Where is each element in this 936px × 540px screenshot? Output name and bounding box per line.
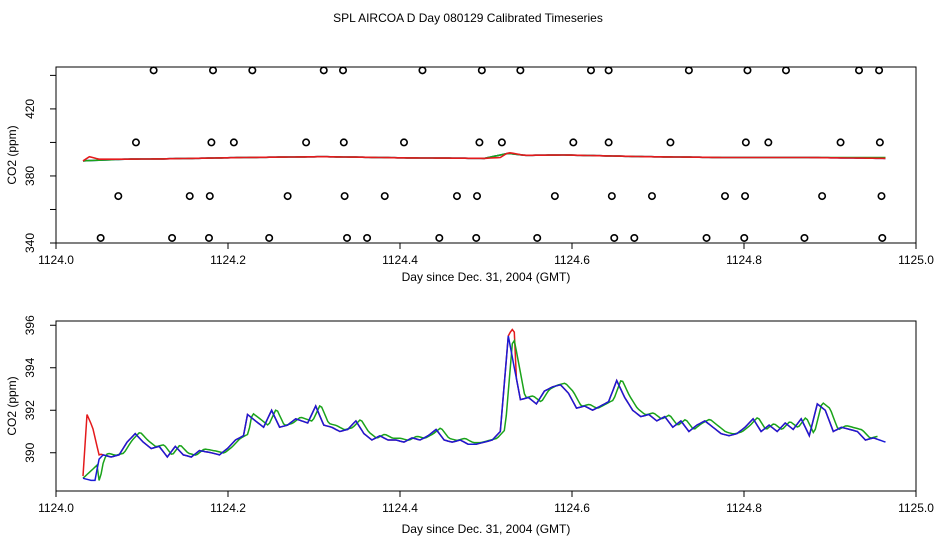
calibration-point: [207, 138, 216, 147]
x-tick-label: 1124.4: [382, 253, 418, 267]
calibration-point: [764, 138, 773, 147]
calibration-point: [168, 233, 177, 242]
bottom-x-axis-label: Day since Dec. 31, 2004 (GMT): [402, 522, 571, 536]
calibration-point: [743, 66, 752, 75]
top-marks: [82, 66, 887, 242]
y-tick-label: 380: [23, 166, 37, 186]
calibration-point: [877, 192, 886, 201]
calibration-point: [477, 66, 486, 75]
calibration-point: [472, 233, 481, 242]
calibration-point: [702, 233, 711, 242]
calibration-point: [855, 66, 864, 75]
y-tick-label: 392: [23, 400, 37, 420]
top-y-axis: 340 380 420: [23, 74, 56, 253]
calibration-point: [604, 138, 613, 147]
x-tick-label: 1125.0: [898, 501, 934, 515]
series-line-red: [82, 151, 886, 162]
y-tick-label: 390: [23, 442, 37, 462]
bottom-y-axis-label: CO2 (ppm): [5, 376, 19, 435]
calibration-point: [452, 192, 461, 201]
calibration-point: [875, 66, 884, 75]
calibration-point: [836, 138, 845, 147]
calibration-point: [319, 66, 328, 75]
calibration-point: [818, 192, 827, 201]
calibration-point: [399, 138, 408, 147]
x-tick-label: 1124.4: [382, 501, 418, 515]
top-x-axis: 1124.0 1124.2 1124.4 1124.6 1124.8 1125.0: [38, 243, 934, 267]
y-tick-label: 340: [23, 233, 37, 253]
calibration-point: [607, 192, 616, 201]
x-tick-label: 1124.8: [726, 501, 762, 515]
calibration-point: [666, 138, 675, 147]
calibration-point: [363, 233, 372, 242]
top-panel: 340 380 420 1124.0 1124.2 1124.4 1124.6 1124.8…: [5, 66, 934, 284]
bottom-marks: [82, 328, 886, 482]
calibration-point: [647, 192, 656, 201]
calibration-point: [302, 138, 311, 147]
calibration-point: [878, 233, 887, 242]
calibration-point: [205, 192, 214, 201]
x-tick-label: 1125.0: [898, 253, 934, 267]
calibration-point: [149, 66, 158, 75]
calibration-point: [265, 233, 274, 242]
y-tick-label: 420: [23, 99, 37, 119]
x-tick-label: 1124.0: [38, 253, 74, 267]
calibration-point: [185, 192, 194, 201]
calibration-point: [586, 66, 595, 75]
bottom-y-axis: 390 392 394 396: [23, 315, 56, 463]
x-tick-label: 1124.6: [554, 501, 590, 515]
x-tick-label: 1124.2: [210, 501, 246, 515]
series-line-red: [82, 328, 878, 477]
top-x-axis-label: Day since Dec. 31, 2004 (GMT): [402, 270, 571, 284]
calibration-point: [96, 233, 105, 242]
calibration-point: [248, 66, 257, 75]
calibration-point: [720, 192, 729, 201]
calibration-point: [740, 233, 749, 242]
calibration-point: [569, 138, 578, 147]
calibration-point: [339, 138, 348, 147]
calibration-point: [875, 138, 884, 147]
calibration-point: [741, 192, 750, 201]
calibration-point: [418, 66, 427, 75]
calibration-point: [339, 66, 348, 75]
calibration-point: [131, 138, 140, 147]
calibration-point: [204, 233, 213, 242]
calibration-point: [610, 233, 619, 242]
calibration-point: [209, 66, 218, 75]
figure-title: SPL AIRCOA D Day 080129 Calibrated Times…: [333, 11, 603, 25]
calibration-point: [684, 66, 693, 75]
calibration-point: [340, 192, 349, 201]
x-tick-label: 1124.0: [38, 501, 74, 515]
x-tick-label: 1124.2: [210, 253, 246, 267]
series-line-blue: [82, 335, 886, 482]
calibration-point: [604, 66, 613, 75]
bottom-x-axis: 1124.0 1124.2 1124.4 1124.6 1124.8 1125.0: [38, 491, 934, 515]
top-y-axis-label: CO2 (ppm): [5, 125, 19, 184]
y-tick-label: 394: [23, 357, 37, 377]
calibration-point: [497, 138, 506, 147]
calibration-point: [343, 233, 352, 242]
calibration-point: [473, 192, 482, 201]
x-tick-label: 1124.6: [554, 253, 590, 267]
bottom-plot-frame: [55, 320, 917, 492]
calibration-point: [229, 138, 238, 147]
calibration-point: [380, 192, 389, 201]
calibration-point: [435, 233, 444, 242]
calibration-point: [781, 66, 790, 75]
calibration-point: [630, 233, 639, 242]
calibration-point: [800, 233, 809, 242]
series-line-green: [82, 338, 878, 481]
x-tick-label: 1124.8: [726, 253, 762, 267]
y-tick-label: 396: [23, 315, 37, 335]
calibration-point: [550, 192, 559, 201]
calibration-point: [533, 233, 542, 242]
calibration-point: [741, 138, 750, 147]
calibration-point: [475, 138, 484, 147]
calibration-point: [114, 192, 123, 201]
top-plot-frame: [55, 66, 917, 244]
calibration-point: [283, 192, 292, 201]
calibration-point: [516, 66, 525, 75]
